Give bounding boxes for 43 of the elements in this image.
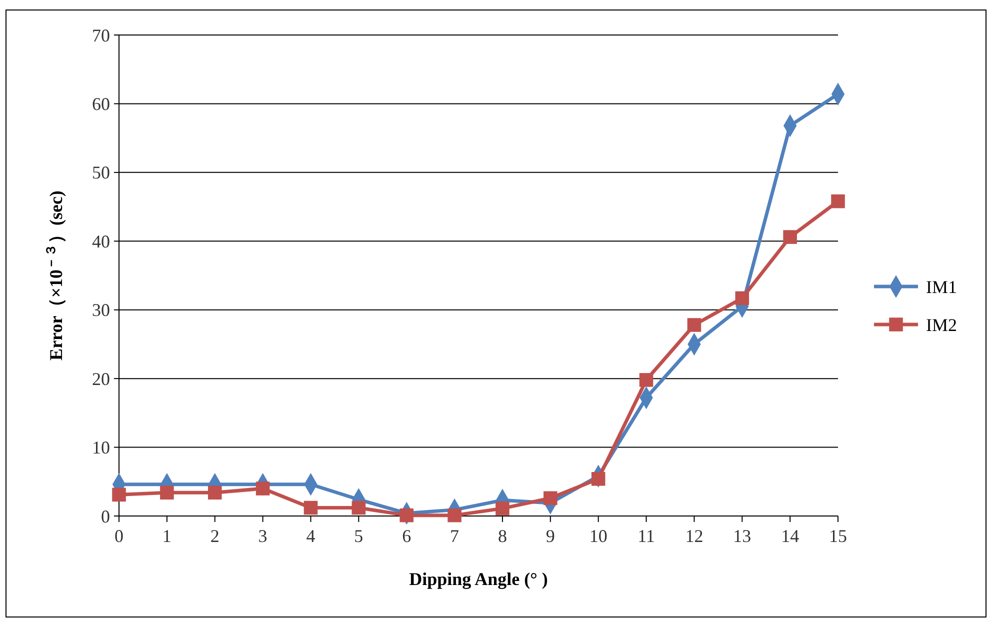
- x-tick-label: 3: [258, 526, 268, 546]
- x-tick-label: 13: [733, 526, 752, 546]
- x-tick-label: 15: [829, 526, 847, 546]
- point: [400, 508, 414, 522]
- point: [639, 373, 654, 387]
- y-tick-label: 60: [92, 94, 110, 114]
- x-tick-label: 9: [546, 526, 555, 546]
- legend-label: IM1: [926, 276, 957, 297]
- x-tick-label: 2: [210, 526, 220, 546]
- point: [208, 486, 222, 500]
- x-tick-label: 4: [306, 526, 316, 546]
- x-tick-label: 14: [781, 526, 800, 546]
- x-tick-label: 7: [450, 526, 460, 546]
- point: [496, 502, 510, 516]
- x-tick-label: 11: [638, 526, 655, 546]
- x-axis-title: Dipping Angle (° ): [409, 569, 548, 589]
- point: [735, 291, 750, 306]
- y-tick-label: 0: [101, 506, 110, 526]
- point: [304, 500, 318, 515]
- point: [112, 488, 126, 502]
- point: [544, 491, 558, 506]
- x-tick-label: 12: [685, 526, 704, 546]
- y-tick-label: 50: [92, 162, 110, 183]
- x-tick-label: 10: [589, 526, 608, 546]
- point: [783, 230, 797, 244]
- x-tick-label: 0: [114, 526, 124, 546]
- x-tick-label: 5: [354, 526, 364, 546]
- point: [831, 194, 845, 208]
- legend-label: IM2: [926, 314, 957, 335]
- y-tick-label: 20: [92, 368, 110, 389]
- y-tick-label: 70: [92, 25, 110, 46]
- x-tick-label: 6: [402, 526, 412, 546]
- y-tick-label: 40: [92, 231, 110, 252]
- point: [352, 500, 366, 515]
- x-tick-label: 8: [498, 526, 507, 546]
- x-tick-label: 1: [162, 526, 172, 546]
- point: [160, 486, 174, 500]
- y-tick-label: 30: [92, 300, 110, 320]
- point: [448, 508, 462, 522]
- point: [687, 318, 702, 332]
- y-tick-label: 10: [92, 438, 110, 458]
- point: [256, 482, 270, 496]
- point: [591, 472, 606, 486]
